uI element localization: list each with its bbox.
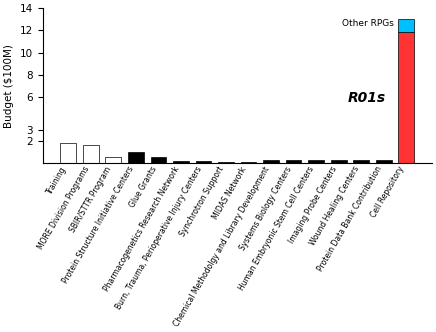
Bar — [263, 160, 279, 163]
Bar — [150, 157, 166, 163]
Bar — [399, 32, 414, 163]
Text: Other RPGs: Other RPGs — [342, 20, 394, 29]
Y-axis label: Budget ($100M): Budget ($100M) — [4, 44, 14, 128]
Bar — [331, 160, 347, 163]
Bar — [353, 160, 369, 163]
Bar — [106, 157, 121, 163]
Bar — [286, 160, 301, 163]
Bar — [218, 162, 234, 163]
Bar — [399, 19, 414, 32]
Bar — [83, 145, 99, 163]
Bar — [60, 143, 76, 163]
Bar — [241, 162, 256, 163]
Bar — [376, 160, 392, 163]
Bar — [128, 152, 144, 163]
Text: R01s: R01s — [348, 91, 386, 105]
Bar — [173, 161, 189, 163]
Bar — [196, 161, 211, 163]
Bar — [308, 160, 324, 163]
